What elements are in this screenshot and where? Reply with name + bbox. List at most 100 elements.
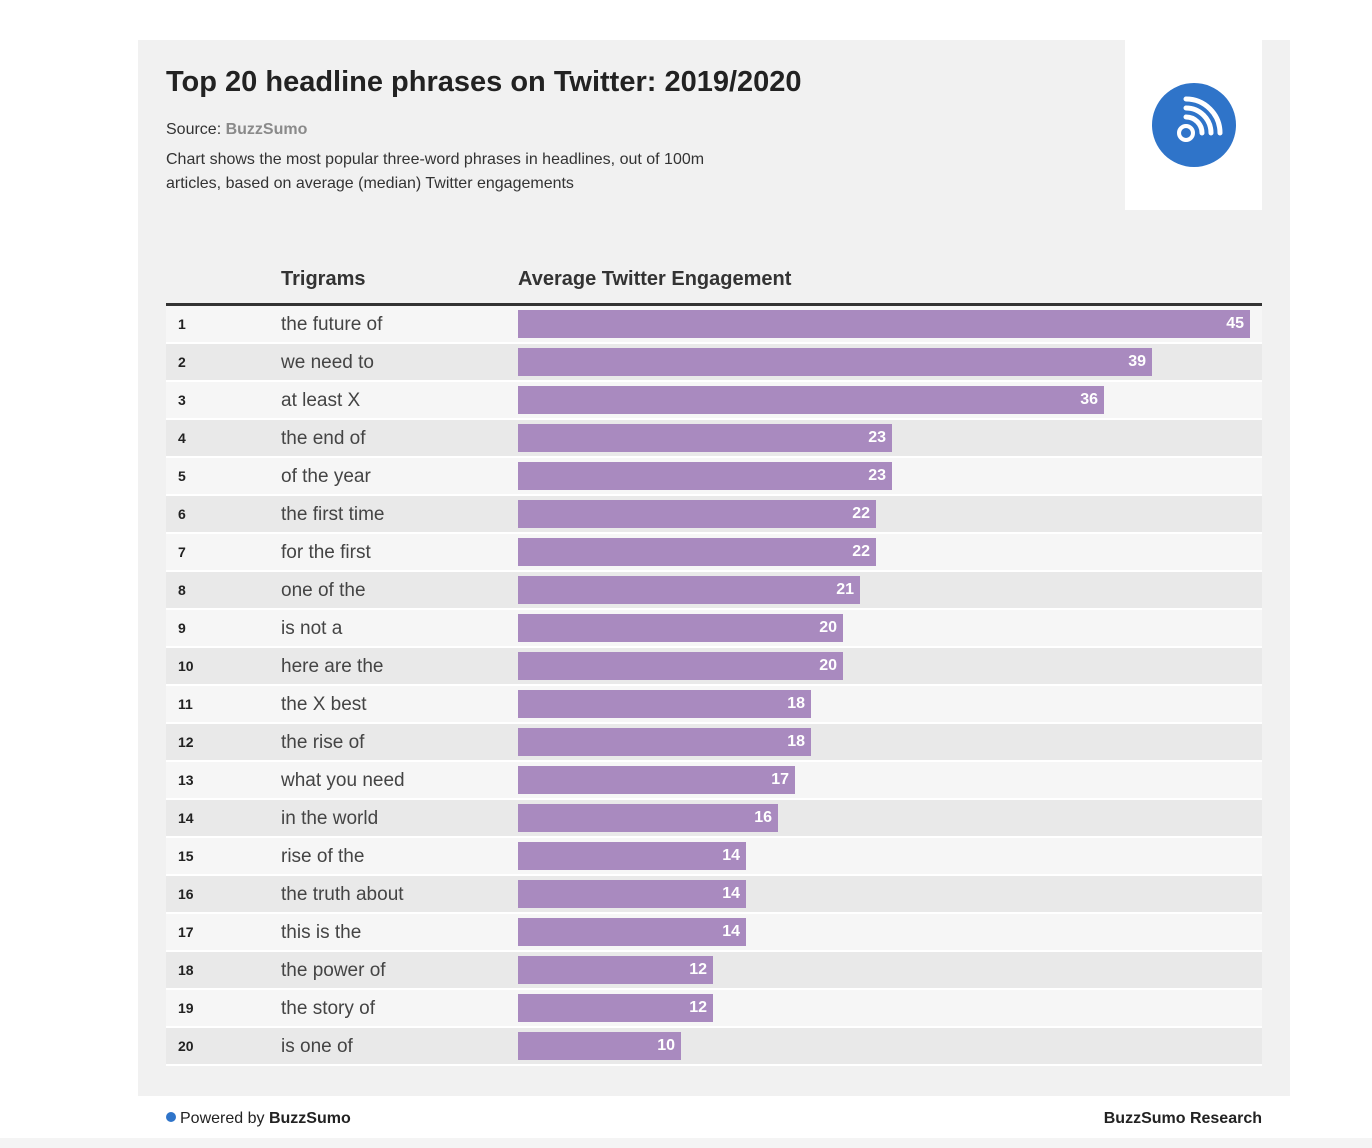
row-trigram: the story of [281, 998, 375, 1019]
bar-value-label: 36 [1080, 391, 1098, 408]
table-row: 4 the end of 23 [166, 420, 1262, 458]
row-trigram: we need to [281, 352, 374, 373]
table-row: 15 rise of the 14 [166, 838, 1262, 876]
bar: 12 [518, 994, 713, 1022]
bar: 10 [518, 1032, 681, 1060]
table-row: 20 is one of 10 [166, 1028, 1262, 1066]
row-trigram: is not a [281, 618, 343, 639]
bar-value-label: 14 [722, 923, 740, 940]
research-credit[interactable]: BuzzSumo Research [1103, 1110, 1262, 1127]
row-trigram: one of the [281, 580, 366, 601]
bar: 17 [518, 766, 795, 794]
bar-value-label: 12 [689, 961, 707, 978]
table-row: 19 the story of 12 [166, 990, 1262, 1028]
page-title: Top 20 headline phrases on Twitter: 2019… [166, 66, 802, 98]
row-trigram: in the world [281, 808, 379, 829]
powered-label: Powered by [180, 1110, 269, 1127]
row-trigram: for the first [281, 542, 371, 563]
row-rank: 6 [178, 506, 186, 522]
bar: 21 [518, 576, 860, 604]
row-trigram: the first time [281, 504, 385, 525]
bar-value-label: 22 [852, 543, 870, 560]
row-rank: 19 [178, 1000, 194, 1016]
rss-feed-icon[interactable] [1152, 83, 1236, 167]
bar: 22 [518, 500, 876, 528]
row-trigram: at least X [281, 390, 361, 411]
logo-box [1125, 40, 1262, 210]
row-trigram: the rise of [281, 732, 365, 753]
row-trigram: rise of the [281, 846, 365, 867]
dot-icon [166, 1112, 176, 1122]
table-row: 16 the truth about 14 [166, 876, 1262, 914]
row-trigram: of the year [281, 466, 371, 487]
row-rank: 1 [178, 316, 186, 332]
row-rank: 16 [178, 886, 194, 902]
table-row: 8 one of the 21 [166, 572, 1262, 610]
header-rule [166, 303, 1262, 306]
row-trigram: the X best [281, 694, 367, 715]
bar: 22 [518, 538, 876, 566]
row-rank: 8 [178, 582, 186, 598]
row-trigram: is one of [281, 1036, 353, 1057]
table-row: 13 what you need 17 [166, 762, 1262, 800]
row-trigram: what you need [281, 770, 405, 791]
row-rank: 5 [178, 468, 186, 484]
bar: 23 [518, 424, 892, 452]
bar: 20 [518, 614, 843, 642]
powered-brand: BuzzSumo [268, 1110, 351, 1127]
table-row: 17 this is the 14 [166, 914, 1262, 952]
bar: 23 [518, 462, 892, 490]
bar: 39 [518, 348, 1152, 376]
table-row: 14 in the world 16 [166, 800, 1262, 838]
bar-value-label: 20 [819, 657, 837, 674]
row-rank: 7 [178, 544, 186, 560]
row-rank: 15 [178, 848, 194, 864]
bar-value-label: 17 [771, 771, 789, 788]
row-trigram: the future of [281, 314, 383, 335]
row-rank: 10 [178, 658, 194, 674]
row-rank: 17 [178, 924, 194, 940]
column-header-engagement: Average Twitter Engagement [518, 268, 792, 290]
row-rank: 3 [178, 392, 186, 408]
bar: 14 [518, 918, 746, 946]
row-rank: 20 [178, 1038, 194, 1054]
table-row: 9 is not a 20 [166, 610, 1262, 648]
bar-value-label: 10 [657, 1037, 675, 1054]
row-rank: 12 [178, 734, 194, 750]
table-row: 18 the power of 12 [166, 952, 1262, 990]
table-row: 10 here are the 20 [166, 648, 1262, 686]
powered-by[interactable]: Powered by BuzzSumo [166, 1110, 351, 1128]
table-row: 3 at least X 36 [166, 382, 1262, 420]
bar-value-label: 22 [852, 505, 870, 522]
table-row: 2 we need to 39 [166, 344, 1262, 382]
bar-value-label: 14 [722, 847, 740, 864]
table-row: 11 the X best 18 [166, 686, 1262, 724]
bottom-strip [0, 1138, 1372, 1148]
bar-value-label: 14 [722, 885, 740, 902]
row-rank: 9 [178, 620, 186, 636]
bar-value-label: 23 [868, 429, 886, 446]
bar: 14 [518, 842, 746, 870]
bar: 16 [518, 804, 778, 832]
bar-value-label: 18 [787, 695, 805, 712]
source-link[interactable]: BuzzSumo [225, 121, 308, 138]
bar: 45 [518, 310, 1250, 338]
table-row: 7 for the first 22 [166, 534, 1262, 572]
bar: 18 [518, 728, 811, 756]
chart-description: Chart shows the most popular three-word … [166, 151, 705, 192]
bar-value-label: 39 [1128, 353, 1146, 370]
bar-value-label: 18 [787, 733, 805, 750]
table-row: 1 the future of 45 [166, 306, 1262, 344]
source-line: Source: BuzzSumo [166, 121, 307, 139]
row-trigram: here are the [281, 656, 384, 677]
bar: 36 [518, 386, 1104, 414]
table-row: 12 the rise of 18 [166, 724, 1262, 762]
bar-value-label: 12 [689, 999, 707, 1016]
row-trigram: the power of [281, 960, 386, 981]
bar-value-label: 20 [819, 619, 837, 636]
source-label: Source: [166, 121, 226, 138]
bar: 18 [518, 690, 811, 718]
row-rank: 14 [178, 810, 194, 826]
row-rank: 13 [178, 772, 194, 788]
column-header-trigrams: Trigrams [281, 268, 366, 290]
